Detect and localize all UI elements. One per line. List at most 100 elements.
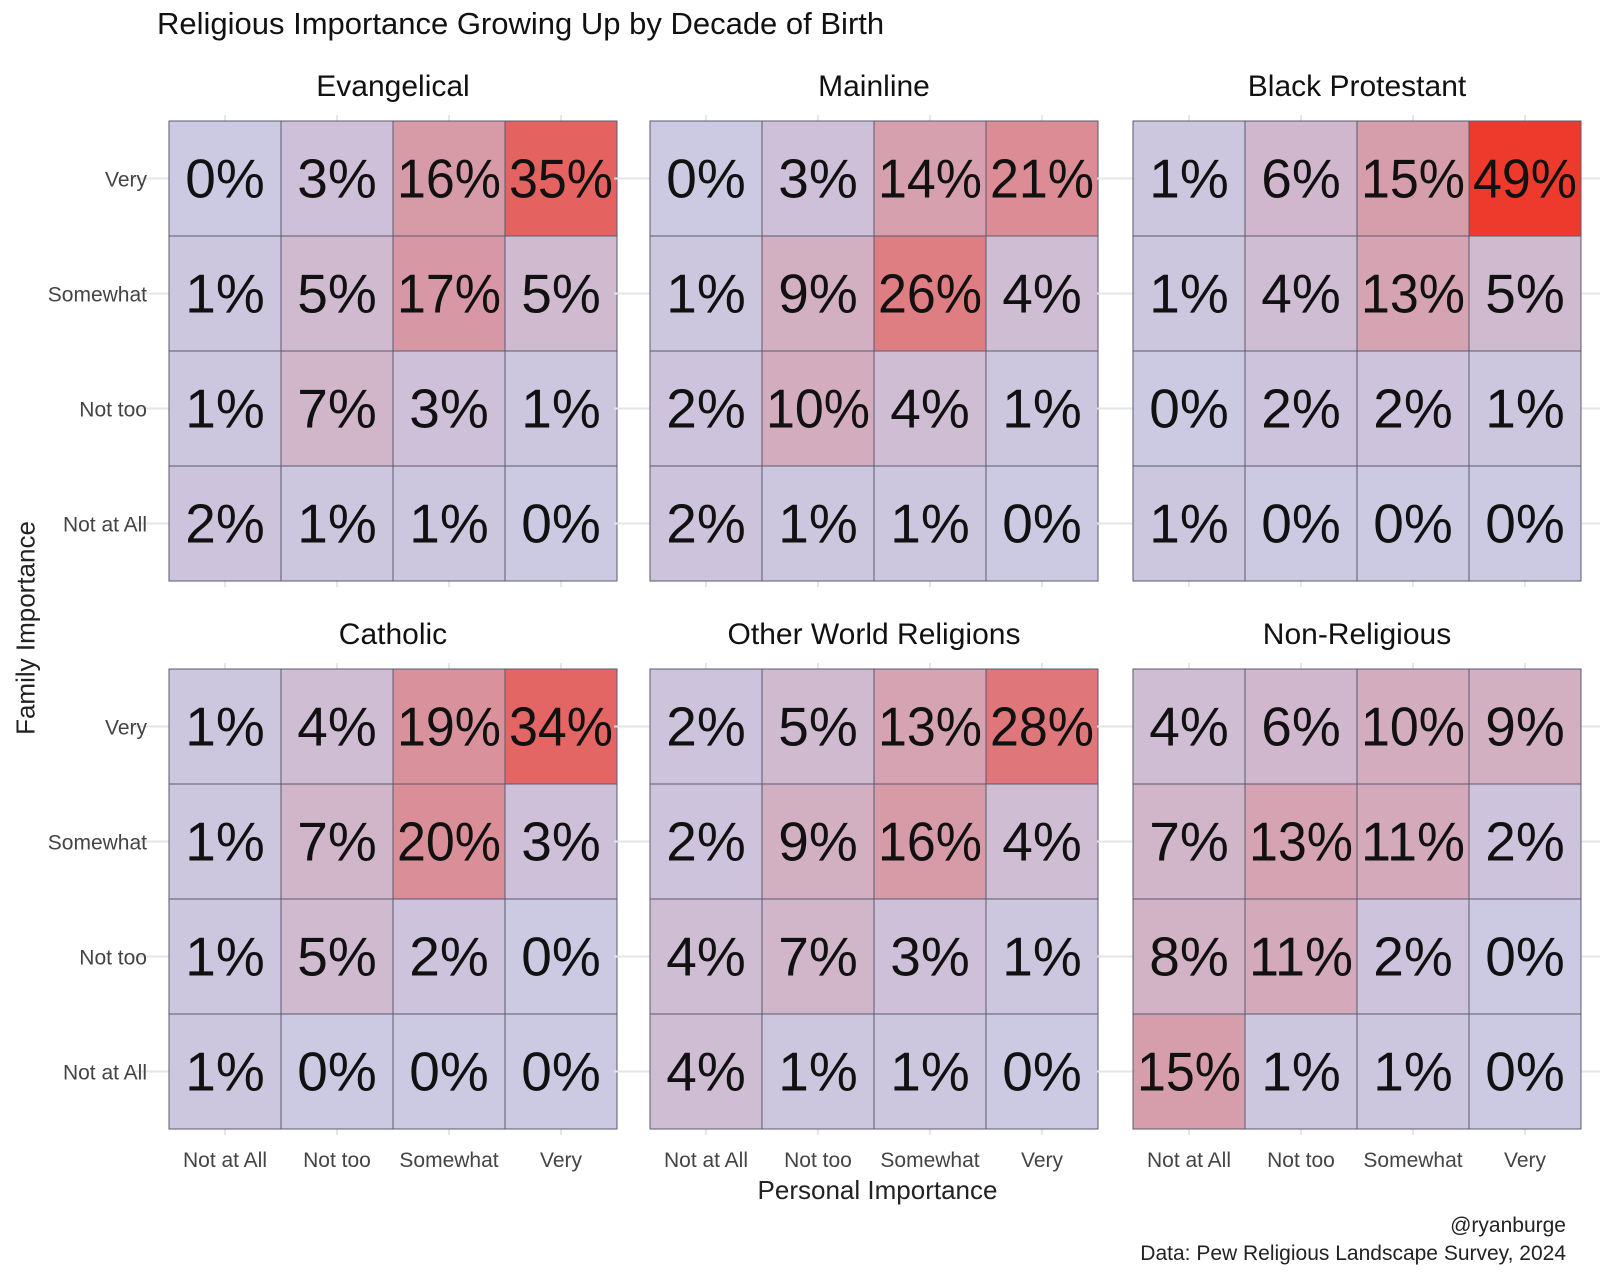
heat-cell [985,120,1099,237]
cell-label: 0% [521,493,601,555]
cell-label: 0% [1373,493,1453,555]
cell-label: 0% [1002,1041,1082,1103]
cell-label: 0% [1485,926,1565,988]
heat-cell [761,898,875,1015]
cell-label: 34% [509,696,613,758]
heat-cell [168,783,282,900]
heat-cell [280,465,394,582]
heat-cell [1244,668,1358,785]
heat-cell [873,783,987,900]
credit-source: Data: Pew Religious Landscape Survey, 20… [1140,1242,1566,1265]
x-tick-label: Not too [303,1149,371,1172]
heat-cell [761,465,875,582]
heat-cell [392,898,506,1015]
heat-cell [1244,465,1358,582]
cell-label: 0% [521,1041,601,1103]
cell-label: 4% [297,696,377,758]
cell-label: 0% [185,148,265,210]
heat-cell [168,235,282,352]
cell-label: 19% [397,696,501,758]
cell-label: 10% [1361,696,1465,758]
cell-label: 17% [397,263,501,325]
heat-cell [761,235,875,352]
heat-cell [649,465,763,582]
cell-label: 28% [990,696,1094,758]
heat-cell [392,1013,506,1130]
cell-label: 2% [409,926,489,988]
heat-cell [168,465,282,582]
cell-label: 3% [778,148,858,210]
cell-label: 1% [778,493,858,555]
heat-cell [280,898,394,1015]
heat-cell [168,120,282,237]
heat-cell [985,1013,1099,1130]
cell-label: 1% [297,493,377,555]
cell-label: 5% [297,263,377,325]
heat-cell [1468,783,1582,900]
cell-label: 0% [297,1041,377,1103]
cell-label: 11% [1249,926,1353,988]
heat-cell [873,350,987,467]
cell-label: 4% [890,378,970,440]
chart-title: Religious Importance Growing Up by Decad… [157,6,885,41]
heat-cell [1468,1013,1582,1130]
heat-cell [1356,1013,1470,1130]
heat-cell [761,1013,875,1130]
cell-label: 4% [666,926,746,988]
x-tick-label: Not at All [1147,1149,1231,1172]
cell-label: 13% [1249,811,1353,873]
heat-cell [1468,350,1582,467]
x-tick-label: Somewhat [1363,1149,1462,1172]
credit-handle: @ryanburge [1450,1214,1566,1237]
cell-label: 9% [1485,696,1565,758]
cell-label: 2% [1485,811,1565,873]
cell-label: 1% [1149,263,1229,325]
heat-cell [1356,668,1470,785]
cell-label: 4% [1002,811,1082,873]
cell-label: 1% [666,263,746,325]
heat-cell [392,465,506,582]
heat-cell [873,668,987,785]
cell-label: 1% [185,811,265,873]
cell-label: 1% [185,378,265,440]
cell-label: 7% [297,378,377,440]
cell-label: 3% [297,148,377,210]
heat-cell [280,1013,394,1130]
heat-cell [392,235,506,352]
y-tick-label: Not at All [63,1062,147,1085]
cell-label: 21% [990,148,1094,210]
panel-title-mainline: Mainline [818,70,930,103]
cell-label: 1% [521,378,601,440]
heat-cell [873,465,987,582]
heat-cell [1244,350,1358,467]
heat-cell [280,783,394,900]
heat-cell [1244,235,1358,352]
cell-label: 2% [185,493,265,555]
cell-label: 1% [185,926,265,988]
heat-cell [985,465,1099,582]
heat-cell [168,898,282,1015]
heat-cell [168,668,282,785]
cell-label: 5% [1485,263,1565,325]
cell-label: 8% [1149,926,1229,988]
heat-cell [1468,668,1582,785]
cell-label: 1% [185,696,265,758]
cell-label: 13% [1361,263,1465,325]
cell-label: 10% [766,378,870,440]
cell-label: 5% [521,263,601,325]
heat-cell [1244,783,1358,900]
cell-label: 7% [297,811,377,873]
heat-cell [649,235,763,352]
heat-cell [1468,465,1582,582]
cell-label: 9% [778,811,858,873]
cell-label: 11% [1361,811,1465,873]
x-tick-label: Not at All [664,1149,748,1172]
heat-cell [280,120,394,237]
cell-label: 4% [1002,263,1082,325]
y-tick-label: Somewhat [48,832,147,855]
heat-cell [504,668,618,785]
heat-cell [649,783,763,900]
heat-cell [504,898,618,1015]
cell-label: 20% [397,811,501,873]
